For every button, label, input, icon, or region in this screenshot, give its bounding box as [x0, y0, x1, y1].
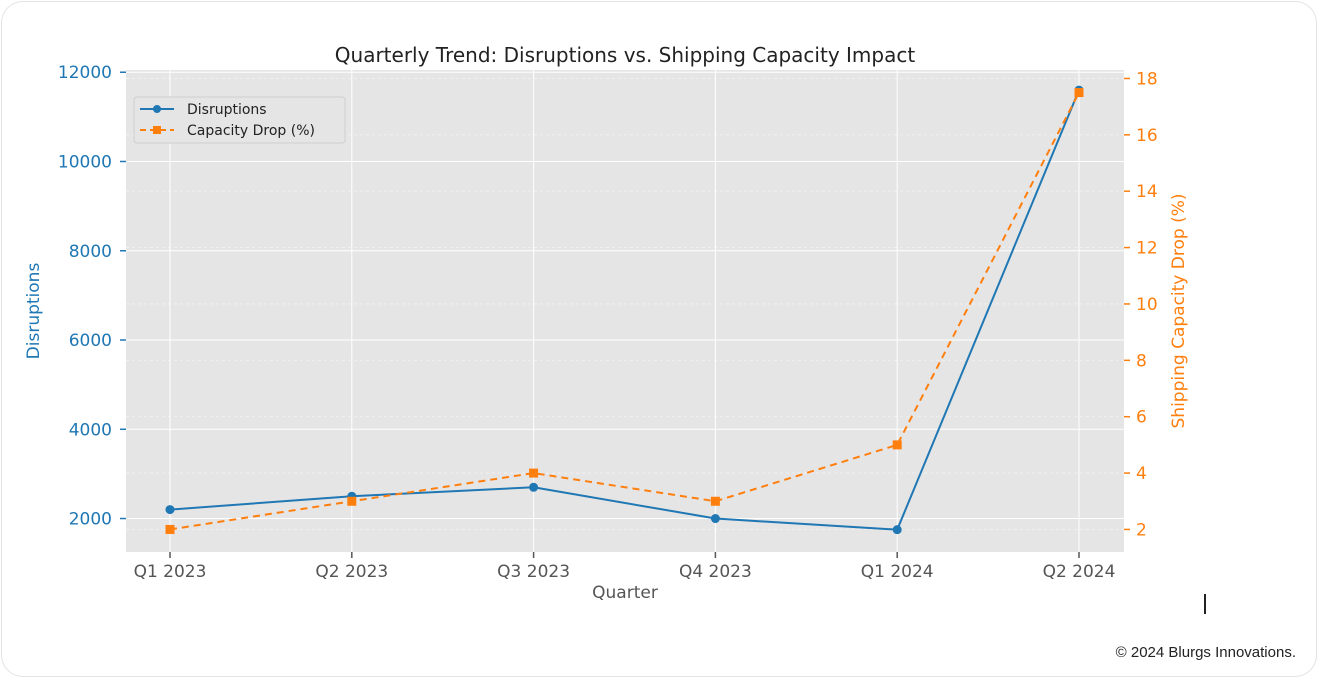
right-axis-tick-label: 14: [1136, 182, 1158, 202]
disruptions-point: [165, 505, 175, 515]
right-axis-tick-label: 4: [1136, 464, 1147, 484]
legend-disruptions-marker: [153, 105, 161, 113]
x-axis: Q1 2023 Q2 2023 Q3 2023 Q4 2023 Q1 2024 Q2 20…: [134, 552, 1116, 582]
right-axis-tick-label: 6: [1136, 408, 1147, 428]
disruptions-point: [529, 482, 539, 492]
disruptions-point: [710, 514, 720, 524]
right-axis-label: Shipping Capacity Drop (%): [1169, 194, 1189, 429]
right-y-axis: 2 4 6 8 10 12 14 16 18: [1124, 69, 1158, 540]
x-axis-tick-label: Q1 2023: [134, 562, 207, 582]
x-axis-tick-label: Q2 2023: [315, 562, 388, 582]
x-axis-tick-label: Q4 2023: [679, 562, 752, 582]
series-lines: [169, 89, 1080, 531]
right-axis-tick-label: 18: [1136, 69, 1158, 89]
x-axis-tick-label: Q3 2023: [497, 562, 570, 582]
legend: Disruptions Capacity Drop (%): [133, 96, 346, 144]
x-axis-label: Quarter: [592, 583, 658, 603]
right-axis-tick-label: 8: [1136, 351, 1147, 371]
series-line-disruptions: [169, 89, 1080, 531]
left-y-axis: 2000 4000 6000 8000 10000 12000: [58, 63, 126, 530]
right-axis-tick-label: 10: [1136, 295, 1158, 315]
capacity-drop-point: [1074, 88, 1084, 98]
left-axis-tick-label: 2000: [69, 510, 112, 530]
grid-lines: [126, 70, 1124, 552]
chart-title: Quarterly Trend: Disruptions vs. Shippin…: [335, 43, 916, 67]
text-cursor: [1204, 594, 1206, 614]
legend-capacity-label: Capacity Drop (%): [187, 123, 315, 139]
capacity-drop-point: [529, 468, 539, 478]
right-axis-tick-label: 2: [1136, 520, 1147, 540]
copyright-notice: © 2024 Blurgs Innovations.: [1115, 644, 1296, 661]
legend-capacity-marker: [153, 126, 161, 134]
left-axis-label: Disruptions: [24, 263, 44, 360]
right-axis-tick-label: 16: [1136, 126, 1158, 146]
left-axis-tick-label: 12000: [58, 63, 112, 83]
x-axis-tick-label: Q2 2024: [1043, 562, 1116, 582]
legend-disruptions-label: Disruptions: [187, 102, 267, 118]
series-markers: [165, 85, 1084, 535]
x-axis-tick-label: Q1 2024: [861, 562, 934, 582]
legend-box: [133, 96, 346, 144]
capacity-drop-point: [347, 496, 357, 506]
plot-area: [126, 70, 1124, 552]
left-axis-tick-label: 6000: [69, 331, 112, 351]
left-axis-tick-label: 10000: [58, 152, 112, 172]
capacity-drop-point: [165, 524, 175, 534]
capacity-drop-point: [892, 440, 902, 450]
disruptions-point: [892, 525, 902, 535]
left-axis-tick-label: 4000: [69, 420, 112, 440]
series-line-capacity-drop: [169, 92, 1080, 531]
left-axis-tick-label: 8000: [69, 242, 112, 262]
capacity-drop-point: [710, 496, 720, 506]
right-axis-tick-label: 12: [1136, 239, 1158, 259]
